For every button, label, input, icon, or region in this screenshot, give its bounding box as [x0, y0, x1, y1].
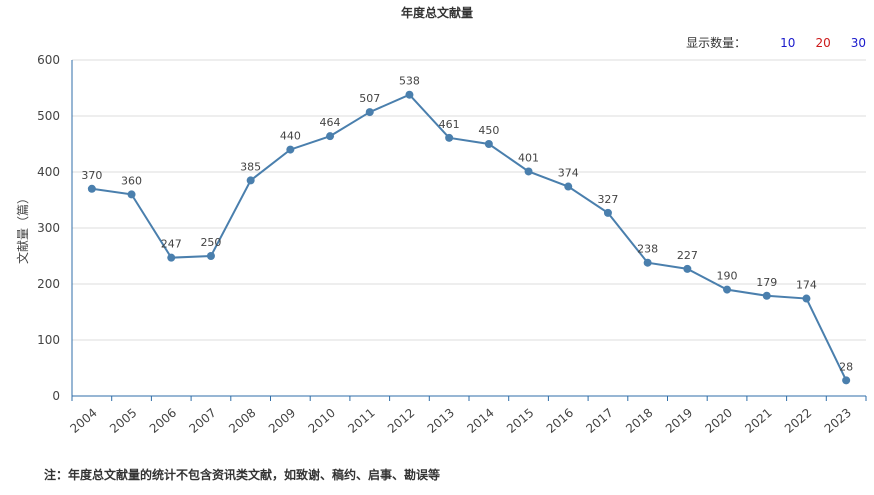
data-label: 179 — [756, 276, 777, 289]
data-point — [762, 291, 771, 300]
data-point — [405, 90, 414, 99]
y-tick-label: 200 — [37, 277, 60, 291]
data-label: 190 — [717, 270, 738, 283]
data-label: 360 — [121, 174, 142, 187]
line-chart: 0 100 200 300 400 500 600 2004 2005 2006 2007 2008 2… — [15, 53, 867, 436]
x-tick-label: 2023 — [822, 406, 854, 436]
display-count-label: 显示数量： — [686, 36, 747, 50]
x-tick-label: 2004 — [67, 406, 99, 436]
y-tick-label: 600 — [37, 53, 60, 67]
data-label: 507 — [359, 92, 380, 105]
y-tick-label: 300 — [37, 221, 60, 235]
data-point — [326, 132, 335, 141]
y-tick-label: 400 — [37, 165, 60, 179]
data-label: 227 — [677, 249, 698, 262]
x-tick-label: 2005 — [107, 406, 139, 436]
display-count-selector: 显示数量： 10 20 30 — [686, 34, 866, 51]
y-tick-label: 500 — [37, 109, 60, 123]
data-label: 370 — [81, 169, 102, 182]
data-label: 247 — [161, 238, 182, 251]
display-count-20[interactable]: 20 — [815, 35, 831, 50]
x-tick-label: 2016 — [544, 406, 576, 436]
x-tick-label: 2021 — [742, 406, 774, 436]
data-label: 28 — [839, 360, 853, 373]
x-tick-label: 2010 — [306, 406, 338, 436]
x-tick-label: 2015 — [504, 406, 536, 436]
data-point — [87, 184, 96, 193]
data-label: 238 — [637, 243, 658, 256]
data-label: 401 — [518, 151, 539, 164]
data-label: 538 — [399, 75, 420, 88]
x-tick-label: 2008 — [226, 406, 258, 436]
data-label: 174 — [796, 279, 817, 292]
x-tick-label: 2018 — [623, 406, 655, 436]
data-point — [524, 167, 533, 176]
data-label: 440 — [280, 130, 301, 143]
x-tick-label: 2022 — [782, 406, 814, 436]
y-tick-label: 100 — [37, 333, 60, 347]
x-tick-label: 2011 — [345, 406, 377, 436]
chart-title: 年度总文献量 — [400, 6, 473, 20]
data-point — [365, 108, 374, 117]
display-count-10[interactable]: 10 — [780, 35, 796, 50]
y-tick-label: 0 — [52, 389, 60, 403]
data-label: 374 — [558, 167, 579, 180]
data-label: 464 — [320, 116, 341, 129]
data-point — [603, 208, 612, 217]
data-point — [564, 182, 573, 191]
data-label: 250 — [200, 236, 221, 249]
footnote: 注：年度总文献量的统计不包含资讯类文献，如致谢、稿约、启事、勘误等 — [44, 468, 441, 482]
data-point — [842, 376, 851, 385]
data-point — [127, 190, 136, 199]
data-point — [206, 252, 215, 260]
x-tick-label: 2009 — [266, 406, 298, 436]
x-tick-label: 2020 — [703, 406, 735, 436]
data-point — [643, 258, 652, 267]
data-label: 461 — [439, 118, 460, 131]
data-point — [246, 176, 255, 185]
data-label: 385 — [240, 160, 261, 173]
data-point — [723, 285, 732, 294]
x-tick-label: 2017 — [583, 406, 615, 436]
data-point — [167, 253, 176, 262]
data-point — [683, 264, 692, 273]
y-axis-label: 文献量（篇） — [15, 192, 30, 264]
x-tick-label: 2019 — [663, 406, 695, 436]
data-point — [286, 145, 295, 154]
data-point — [484, 140, 493, 148]
x-tick-label: 2007 — [186, 406, 218, 436]
x-tick-label: 2006 — [147, 406, 179, 436]
x-tick-label: 2012 — [385, 406, 417, 436]
x-tick-label: 2014 — [464, 406, 496, 436]
data-point — [802, 294, 811, 303]
series-line — [91, 93, 848, 381]
x-tick-label: 2013 — [425, 406, 457, 436]
data-label: 327 — [597, 193, 618, 206]
display-count-30[interactable]: 30 — [850, 35, 866, 50]
data-point — [445, 133, 454, 142]
data-label: 450 — [478, 124, 499, 137]
